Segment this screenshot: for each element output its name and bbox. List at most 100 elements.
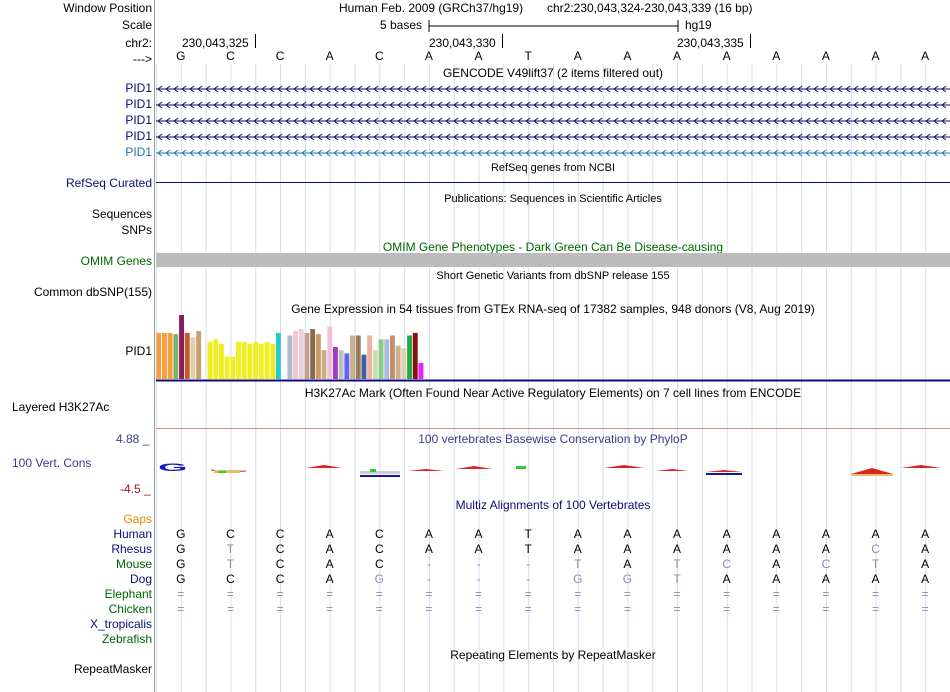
- phylop-track-label[interactable]: 100 Vert. Cons: [12, 456, 92, 470]
- strand-chevron: [717, 85, 723, 93]
- gencode-item-label[interactable]: PID1: [125, 81, 152, 95]
- strand-chevron: [381, 117, 387, 125]
- gencode-transcript-line[interactable]: [156, 131, 950, 143]
- reference-base: A: [573, 49, 582, 63]
- strand-chevron: [629, 101, 635, 109]
- multiz-base: -: [426, 557, 431, 571]
- gaps-label[interactable]: Gaps: [123, 512, 152, 526]
- strand-chevron: [157, 85, 163, 93]
- gtex-tissue-bar: [230, 356, 236, 379]
- sequences-track-label[interactable]: Sequences: [91, 207, 152, 221]
- reference-base: A: [921, 49, 930, 63]
- gencode-transcript-line[interactable]: [156, 99, 950, 111]
- strand-chevron: [181, 149, 187, 157]
- h3k27ac-track-label[interactable]: Layered H3K27Ac: [12, 400, 110, 414]
- multiz-species-label[interactable]: Rhesus: [111, 542, 152, 556]
- strand-chevron: [469, 85, 475, 93]
- gtex-tissue-bar: [167, 332, 173, 379]
- strand-chevron: [621, 117, 627, 125]
- repeatmasker-track-label[interactable]: RepeatMasker: [73, 662, 152, 676]
- strand-chevron: [925, 85, 931, 93]
- gtex-tissue-bar: [241, 341, 247, 379]
- gtex-tissue-bar: [293, 331, 298, 379]
- multiz-base: C: [226, 572, 235, 586]
- strand-chevron: [725, 149, 731, 157]
- strand-chevron: [901, 149, 907, 157]
- strand-chevron: [485, 85, 491, 93]
- reference-base: A: [722, 49, 731, 63]
- strand-chevron: [357, 149, 363, 157]
- strand-chevron: [525, 101, 531, 109]
- strand-chevron: [597, 133, 603, 141]
- multiz-base: A: [921, 572, 930, 586]
- strand-chevron: [413, 117, 419, 125]
- multiz-species-label[interactable]: Dog: [129, 572, 152, 586]
- multiz-base: =: [822, 587, 830, 601]
- multiz-base: =: [226, 602, 234, 616]
- strand-chevron: [621, 133, 627, 141]
- strand-chevron: [173, 117, 179, 125]
- gencode-item-label[interactable]: PID1: [125, 145, 152, 159]
- multiz-base: -: [526, 572, 531, 586]
- gencode-transcript-line[interactable]: [156, 115, 950, 127]
- multiz-species-label[interactable]: Elephant: [104, 587, 152, 601]
- multiz-base: A: [722, 542, 731, 556]
- strand-chevron: [221, 149, 227, 157]
- strand-chevron: [749, 133, 755, 141]
- multiz-species-label[interactable]: Human: [113, 527, 152, 541]
- multiz-base: A: [673, 542, 682, 556]
- scale-label: Scale: [121, 18, 152, 32]
- strand-chevron: [669, 101, 675, 109]
- phylop-logo-plot[interactable]: G: [156, 456, 950, 482]
- snps-track-label[interactable]: SNPs: [121, 223, 152, 237]
- multiz-species-label[interactable]: Chicken: [108, 602, 152, 616]
- strand-chevron: [525, 85, 531, 93]
- gencode-transcript-line[interactable]: [156, 147, 950, 159]
- multiz-species-label[interactable]: Zebrafish: [101, 632, 152, 646]
- strand-chevron: [373, 117, 379, 125]
- strand-chevron: [381, 149, 387, 157]
- strand-chevron: [253, 133, 259, 141]
- multiz-base: =: [425, 587, 433, 601]
- strand-chevron: [301, 133, 307, 141]
- gencode-item-label[interactable]: PID1: [125, 129, 152, 143]
- reference-base: A: [623, 49, 632, 63]
- multiz-species-label[interactable]: X_tropicalis: [89, 617, 152, 631]
- multiz-base: A: [573, 542, 582, 556]
- strand-chevron: [597, 101, 603, 109]
- strand-chevron: [165, 149, 171, 157]
- gtex-track-label[interactable]: PID1: [125, 344, 152, 358]
- strand-chevron: [733, 149, 739, 157]
- strand-chevron: [757, 85, 763, 93]
- strand-chevron: [933, 149, 939, 157]
- strand-chevron: [773, 133, 779, 141]
- gencode-transcript-line[interactable]: [156, 83, 950, 95]
- strand-chevron: [397, 117, 403, 125]
- gencode-item-label[interactable]: PID1: [125, 97, 152, 111]
- strand-chevron: [277, 133, 283, 141]
- omim-track-label[interactable]: OMIM Genes: [80, 254, 152, 268]
- strand-chevron: [829, 101, 835, 109]
- strand-chevron: [621, 149, 627, 157]
- multiz-base: =: [872, 602, 880, 616]
- multiz-species-label[interactable]: Mouse: [115, 557, 152, 571]
- reference-base: A: [871, 49, 880, 63]
- strand-chevron: [853, 117, 859, 125]
- publications-track-title: Publications: Sequences in Scientific Ar…: [444, 193, 662, 205]
- strand-chevron: [541, 117, 547, 125]
- strand-chevron: [533, 149, 539, 157]
- strand-chevron: [813, 101, 819, 109]
- dbsnp-track-label[interactable]: Common dbSNP(155): [33, 285, 152, 299]
- strand-chevron: [533, 85, 539, 93]
- gencode-item-label[interactable]: PID1: [125, 113, 152, 127]
- gtex-expression-chart[interactable]: [156, 314, 950, 382]
- refseq-gene-line[interactable]: [156, 182, 950, 183]
- scale-text: 5 bases: [380, 18, 423, 32]
- strand-chevron: [405, 133, 411, 141]
- refseq-track-label[interactable]: RefSeq Curated: [65, 176, 152, 190]
- strand-chevron: [693, 117, 699, 125]
- omim-gene-bar[interactable]: [156, 253, 950, 267]
- strand-chevron: [797, 101, 803, 109]
- multiz-base: T: [673, 557, 681, 571]
- gtex-tissue-bar: [173, 334, 179, 379]
